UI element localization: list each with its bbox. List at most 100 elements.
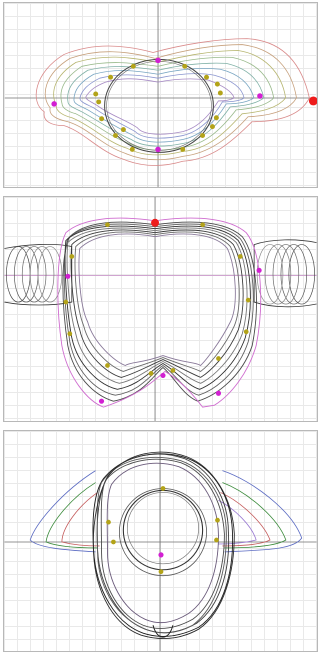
outer-boundary: [57, 217, 262, 408]
key-point[interactable]: [257, 93, 263, 99]
control-point[interactable]: [108, 74, 114, 80]
control-point[interactable]: [105, 222, 110, 228]
contour-line: [44, 44, 297, 161]
key-markers[interactable]: [65, 267, 262, 404]
control-point[interactable]: [106, 519, 111, 525]
control-markers[interactable]: [63, 222, 251, 376]
contour-canvas-mid[interactable]: [4, 197, 317, 421]
control-point[interactable]: [111, 539, 116, 545]
contour-line: [220, 492, 271, 547]
control-point[interactable]: [200, 133, 206, 139]
control-point[interactable]: [99, 116, 105, 122]
contour-line: [70, 229, 244, 378]
key-point[interactable]: [215, 390, 222, 396]
contour-line: [63, 223, 254, 396]
lobe-ring: [29, 246, 55, 303]
active-handle[interactable]: [308, 96, 317, 106]
contour-group: [62, 221, 257, 402]
side-lobe-left: [4, 244, 73, 306]
control-point[interactable]: [182, 63, 188, 69]
contour-group: [92, 451, 235, 639]
contour-line: [218, 500, 257, 545]
control-point[interactable]: [170, 368, 176, 373]
contour-line: [61, 492, 100, 547]
lobe-ring: [288, 244, 315, 305]
control-point[interactable]: [113, 133, 118, 139]
key-point[interactable]: [65, 273, 71, 279]
control-point[interactable]: [200, 222, 206, 228]
lobe-ring: [6, 246, 31, 303]
lobe-ring: [21, 246, 47, 303]
viewport-middle[interactable]: [3, 196, 318, 422]
contour-canvas-bot[interactable]: [4, 431, 317, 651]
contour-line: [4, 244, 73, 306]
contour-line: [74, 231, 240, 372]
control-point[interactable]: [214, 537, 219, 543]
control-point[interactable]: [67, 331, 73, 337]
wing-contours: [29, 470, 303, 553]
control-markers[interactable]: [106, 486, 220, 575]
control-point[interactable]: [237, 254, 243, 259]
key-markers[interactable]: [158, 552, 164, 558]
key-point[interactable]: [155, 146, 161, 153]
contour-line: [253, 239, 317, 308]
control-point[interactable]: [245, 297, 251, 303]
control-point[interactable]: [209, 124, 215, 130]
lobe-ring: [13, 246, 39, 303]
contour-line: [78, 233, 236, 367]
key-point[interactable]: [158, 552, 164, 558]
contour-canvas-top[interactable]: [4, 3, 317, 187]
key-point[interactable]: [51, 101, 57, 107]
contour-line: [85, 78, 235, 135]
contour-line: [73, 67, 255, 143]
control-point[interactable]: [213, 115, 219, 121]
contour-line: [62, 221, 257, 402]
control-markers[interactable]: [93, 63, 223, 152]
contour-line: [222, 470, 303, 553]
active-handle[interactable]: [151, 218, 160, 227]
control-point[interactable]: [158, 569, 164, 575]
control-point[interactable]: [105, 363, 110, 368]
lobe-ring: [280, 244, 308, 305]
contour-line: [96, 457, 227, 634]
control-point[interactable]: [160, 486, 166, 491]
control-point[interactable]: [69, 254, 75, 259]
side-lobe-right: [253, 239, 317, 308]
contour-line: [64, 225, 251, 390]
lobe-ring: [264, 244, 292, 305]
control-point[interactable]: [129, 146, 135, 152]
control-point[interactable]: [93, 91, 99, 97]
contour-line: [60, 56, 275, 151]
contour-line: [67, 62, 265, 147]
control-point[interactable]: [120, 127, 126, 133]
contour-line: [45, 482, 98, 549]
key-point[interactable]: [155, 57, 161, 64]
control-point[interactable]: [130, 63, 136, 69]
lobe-ring: [272, 244, 300, 305]
control-point[interactable]: [148, 371, 154, 376]
key-point[interactable]: [160, 372, 166, 378]
key-point[interactable]: [98, 398, 105, 404]
control-point[interactable]: [63, 299, 69, 305]
contour-line: [92, 451, 235, 639]
control-point[interactable]: [216, 356, 221, 361]
inner-ring-outline: [118, 488, 207, 577]
contour-line: [35, 38, 310, 166]
control-point[interactable]: [204, 74, 209, 80]
control-point[interactable]: [96, 99, 102, 105]
bottom-knot: [152, 625, 174, 638]
key-point[interactable]: [256, 267, 262, 273]
contour-line: [100, 458, 225, 630]
control-point[interactable]: [214, 81, 220, 87]
lobe-ring: [256, 244, 284, 305]
inner-ring-outline: [126, 492, 199, 565]
control-point[interactable]: [180, 146, 186, 152]
control-point[interactable]: [243, 329, 249, 335]
viewport-bottom[interactable]: [3, 430, 318, 652]
control-point[interactable]: [215, 517, 220, 523]
control-point[interactable]: [217, 90, 223, 96]
inner-ring-outline: [122, 489, 204, 571]
viewport-top[interactable]: [3, 2, 318, 188]
contour-line: [29, 470, 96, 553]
key-markers[interactable]: [51, 57, 263, 153]
